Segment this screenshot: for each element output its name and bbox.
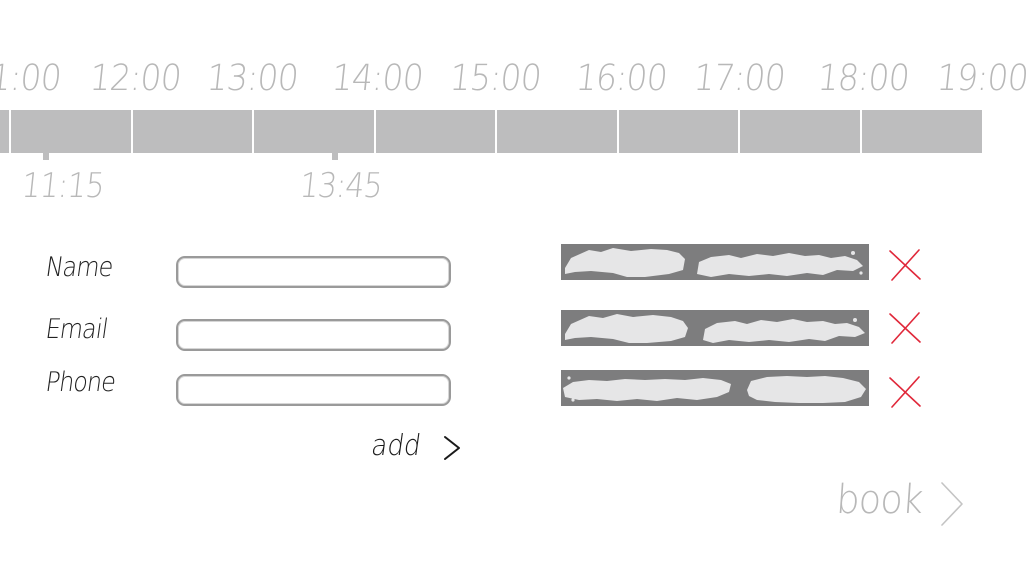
x-icon[interactable] (887, 374, 923, 410)
redacted-text (563, 376, 866, 403)
hour-label: 13:00 (204, 58, 300, 99)
hour-label: 12:00 (87, 58, 183, 99)
entry-row (561, 370, 869, 406)
phone-field[interactable] (176, 374, 451, 406)
slot-divider (131, 110, 133, 153)
marker-label: 11:15 (19, 166, 106, 206)
email-label: Email (43, 314, 110, 345)
slot-divider (860, 110, 862, 153)
timeline-bar[interactable] (0, 110, 982, 153)
hour-label: 16:00 (573, 58, 669, 99)
slot-divider (374, 110, 376, 153)
entry-row (561, 244, 869, 280)
hour-label: 17:00 (691, 58, 787, 99)
chevron-right-icon[interactable] (938, 480, 966, 528)
add-button[interactable]: add (369, 428, 424, 462)
phone-label: Phone (43, 367, 118, 398)
slot-divider (738, 110, 740, 153)
name-label: Name (43, 252, 115, 283)
redacted-text (565, 314, 865, 343)
time-marker[interactable] (43, 153, 49, 160)
hour-label: 11:00 (0, 58, 63, 99)
entry-row (561, 310, 869, 346)
email-field[interactable] (176, 319, 451, 351)
redacted-text (565, 248, 863, 277)
chevron-right-icon[interactable] (442, 434, 462, 462)
x-icon[interactable] (887, 247, 923, 283)
marker-label: 13:45 (297, 166, 384, 206)
x-icon[interactable] (887, 310, 923, 346)
hour-label: 14:00 (329, 58, 425, 99)
slot-divider (495, 110, 497, 153)
slot-divider (9, 110, 11, 153)
name-field[interactable] (176, 256, 451, 288)
time-marker[interactable] (332, 153, 338, 160)
slot-divider (617, 110, 619, 153)
hour-label: 18:00 (815, 58, 911, 99)
hour-label: 15:00 (447, 58, 543, 99)
slot-divider (252, 110, 254, 153)
hour-label: 19:00 (934, 58, 1030, 99)
book-button[interactable]: book (834, 477, 925, 523)
